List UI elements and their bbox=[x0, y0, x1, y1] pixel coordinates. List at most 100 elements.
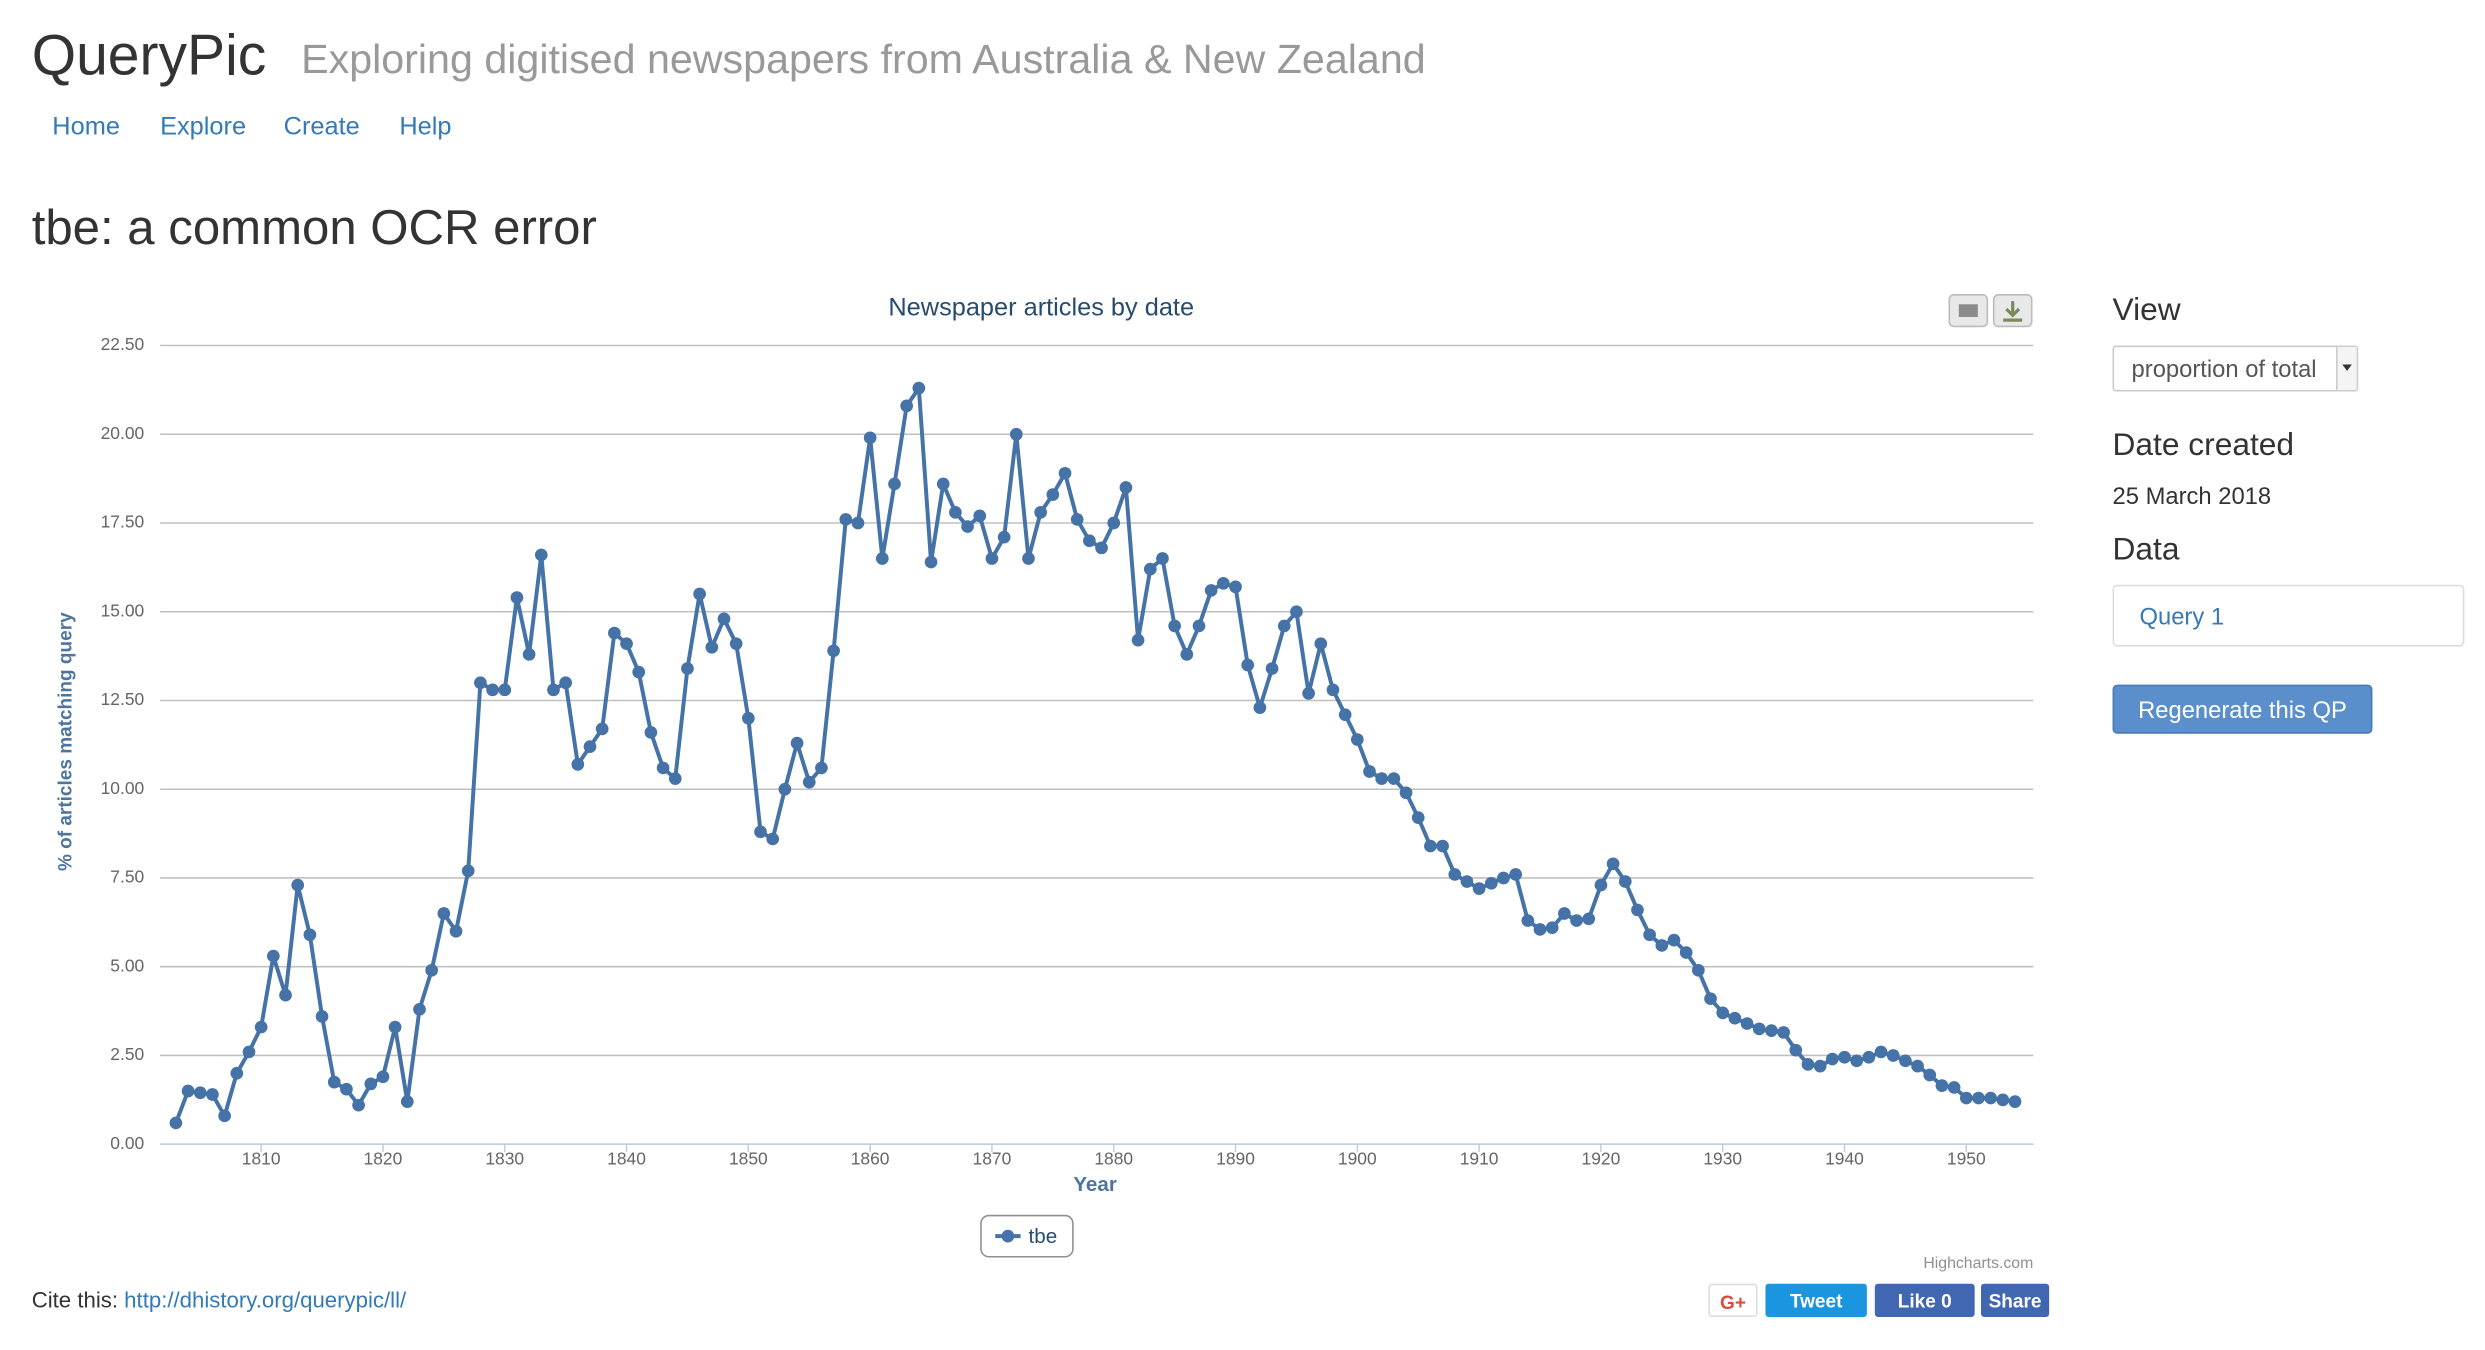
data-point bbox=[181, 1084, 195, 1098]
data-point bbox=[1643, 928, 1656, 942]
cite-label: Cite this: bbox=[31, 1286, 119, 1313]
data-point bbox=[242, 1045, 256, 1059]
y-tick-label: 15.00 bbox=[101, 600, 145, 620]
data-point bbox=[1570, 914, 1583, 927]
data-point bbox=[364, 1077, 378, 1091]
data-point bbox=[352, 1098, 365, 1112]
data-point bbox=[1533, 923, 1547, 936]
series-line bbox=[174, 386, 2016, 1124]
x-tick-label: 1870 bbox=[973, 1149, 1012, 1169]
data-point bbox=[315, 1010, 329, 1023]
export-buttons[interactable] bbox=[1948, 293, 2033, 328]
data-point bbox=[559, 676, 572, 690]
y-tick-label: 17.50 bbox=[101, 512, 145, 532]
data-point bbox=[522, 647, 536, 661]
chart-title: Newspaper articles by date bbox=[888, 294, 1194, 322]
data-point bbox=[912, 381, 926, 395]
data-point bbox=[681, 662, 694, 675]
data-point bbox=[827, 644, 840, 658]
data-point bbox=[1716, 1006, 1730, 1020]
data-point bbox=[839, 513, 853, 526]
data-point bbox=[1631, 903, 1644, 917]
x-tick-label: 1890 bbox=[1216, 1149, 1255, 1169]
x-axis-title: Year bbox=[1073, 1173, 1117, 1196]
tweet-button[interactable]: Tweet bbox=[1765, 1283, 1867, 1317]
data-point bbox=[2008, 1095, 2022, 1108]
data-point bbox=[534, 548, 548, 562]
nav-link[interactable]: Home bbox=[52, 114, 120, 142]
data-point bbox=[206, 1088, 219, 1101]
data-point bbox=[1521, 914, 1535, 927]
legend-box bbox=[980, 1214, 1074, 1258]
data-point bbox=[656, 761, 670, 775]
data-point bbox=[1460, 875, 1474, 888]
data-point bbox=[729, 637, 743, 651]
view-option: proportion of total bbox=[2131, 356, 2317, 384]
data-point bbox=[1277, 619, 1291, 633]
data-point bbox=[193, 1086, 207, 1100]
data-point bbox=[1083, 534, 1096, 548]
cite: Cite this: http://dhistory.org/querypic/… bbox=[32, 1287, 406, 1312]
data-point bbox=[254, 1020, 268, 1034]
y-axis-title: % of articles matching query bbox=[56, 612, 77, 871]
data-point bbox=[985, 552, 999, 565]
query-link[interactable]: Query 1 bbox=[2112, 584, 2465, 647]
y-tick-label: 5.00 bbox=[110, 955, 144, 975]
data-point bbox=[1874, 1045, 1888, 1059]
share-button[interactable]: Share bbox=[1981, 1283, 2050, 1317]
data-point bbox=[1667, 933, 1681, 947]
data-point bbox=[1545, 921, 1559, 935]
data-point bbox=[1886, 1049, 1900, 1062]
x-tick-label: 1840 bbox=[607, 1149, 646, 1169]
data-point bbox=[632, 665, 646, 679]
data-point bbox=[1314, 637, 1328, 651]
data-point bbox=[888, 477, 901, 491]
data-point bbox=[1558, 907, 1571, 920]
cite-link[interactable]: http://dhistory.org/querypic/ll/ bbox=[124, 1286, 407, 1313]
x-tick-label: 1860 bbox=[851, 1149, 890, 1169]
data-point bbox=[973, 509, 987, 523]
data-point bbox=[1801, 1058, 1815, 1071]
data-point bbox=[1789, 1043, 1803, 1057]
data-point bbox=[327, 1075, 341, 1089]
data-point bbox=[1326, 683, 1340, 697]
x-tick-label: 1940 bbox=[1825, 1149, 1864, 1169]
data-point bbox=[936, 477, 950, 491]
data-point bbox=[1411, 811, 1425, 824]
legend-item[interactable]: tbe bbox=[980, 1214, 1074, 1258]
data-point bbox=[900, 399, 914, 413]
like-button[interactable]: Like 0 bbox=[1874, 1283, 1975, 1317]
x-tick-label: 1950 bbox=[1947, 1149, 1986, 1169]
data-point bbox=[1777, 1026, 1790, 1039]
nav-link[interactable]: Explore bbox=[160, 114, 247, 142]
data-point bbox=[510, 591, 524, 604]
page-title: tbe: a common OCR error bbox=[31, 199, 597, 256]
gplus-button[interactable]: G+ bbox=[1708, 1283, 1758, 1317]
data-point bbox=[425, 963, 439, 977]
y-tick-label: 20.00 bbox=[101, 423, 145, 443]
data-point bbox=[413, 1002, 426, 1016]
data-point bbox=[1156, 552, 1169, 565]
view-select[interactable]: proportion of total bbox=[2112, 345, 2359, 392]
data-point bbox=[1180, 647, 1194, 661]
nav-link[interactable]: Help bbox=[399, 114, 452, 142]
site-subtitle: Exploring digitised newspapers from Aust… bbox=[301, 34, 1426, 83]
data-point bbox=[400, 1095, 414, 1108]
data-point bbox=[1107, 516, 1121, 530]
data-point bbox=[1034, 505, 1047, 519]
data-point bbox=[1509, 868, 1523, 881]
data-point bbox=[1692, 963, 1705, 977]
regenerate-button[interactable]: Regenerate this QP bbox=[2112, 684, 2373, 734]
data-point bbox=[1204, 584, 1218, 597]
data-point bbox=[1850, 1054, 1864, 1068]
data-point bbox=[1728, 1011, 1742, 1025]
date-created: 25 March 2018 bbox=[2112, 483, 2272, 511]
x-tick-label: 1850 bbox=[729, 1149, 768, 1169]
data-point bbox=[437, 907, 451, 920]
data-point bbox=[644, 726, 658, 739]
data-point bbox=[863, 431, 877, 445]
nav-link[interactable]: Create bbox=[283, 114, 360, 142]
data-point bbox=[1959, 1091, 1973, 1105]
